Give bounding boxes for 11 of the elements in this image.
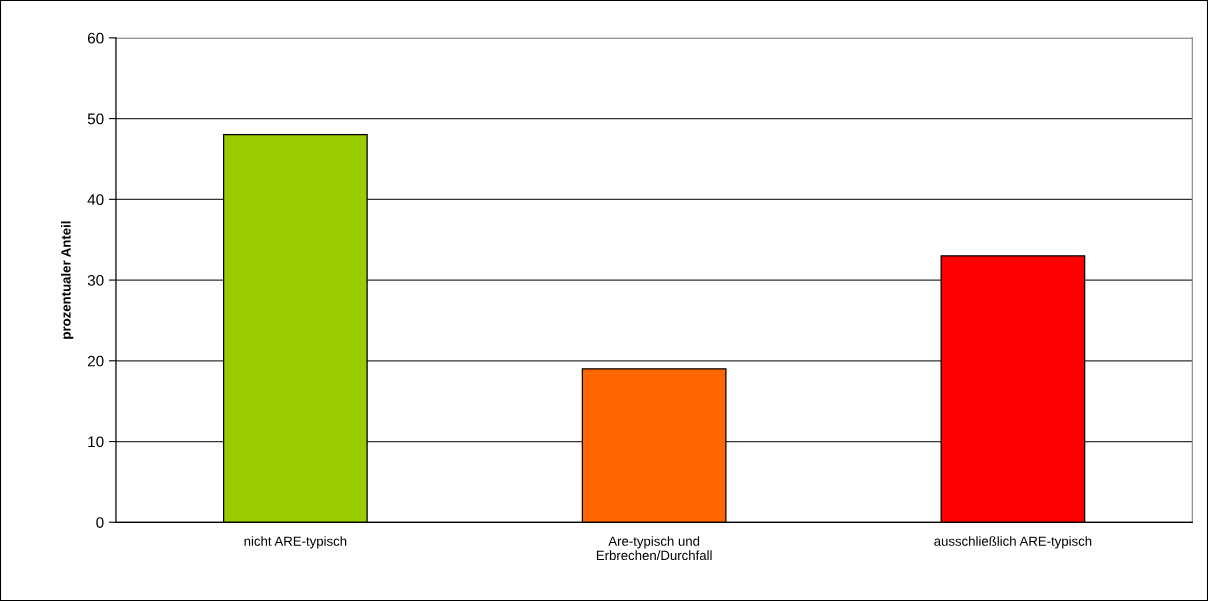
y-tick-label: 60: [87, 32, 104, 44]
y-tick-label: 0: [96, 517, 104, 528]
y-tick-label: 20: [87, 355, 104, 367]
y-tick-label: 50: [87, 113, 104, 125]
y-tick-label: 40: [87, 194, 104, 206]
x-tick-label: nicht ARE-typisch: [244, 536, 347, 549]
y-tick-label: 30: [87, 274, 104, 286]
y-tick-label: 10: [88, 436, 104, 448]
x-tick-label: Are-typisch und Erbrechen/Durchfall: [596, 536, 712, 561]
x-tick-label: ausschließlich ARE-typisch: [934, 536, 1092, 549]
y-axis-title: prozentualer Anteil: [60, 221, 74, 339]
